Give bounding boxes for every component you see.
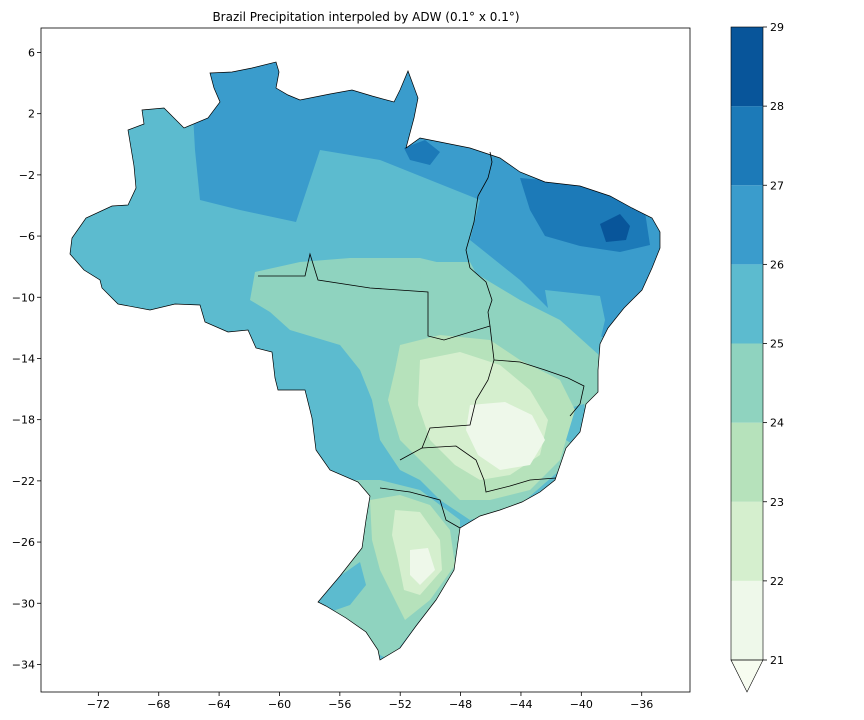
region-north-east-coast (404, 140, 650, 252)
border-minas-gerais (421, 445, 557, 493)
y-tick-label: −18 (12, 414, 35, 427)
y-tick-label: −34 (12, 658, 35, 671)
y-tick-label: −26 (12, 536, 35, 549)
colorbar-tick-label: 29 (770, 21, 784, 34)
y-axis: 6 2 −2 −6 −10 −14 −18 −22 −26 −30 −34 (12, 46, 41, 671)
colorbar-tick-label: 24 (770, 417, 784, 430)
colorbar-segment (731, 185, 763, 265)
colorbar-tick-label: 23 (770, 496, 784, 509)
region-south-east-highlands-21 (466, 402, 545, 470)
colorbar: 21 22 23 24 25 26 27 28 29 (730, 21, 784, 693)
colorbar-tick-label: 21 (770, 654, 784, 667)
x-tick-label: −72 (87, 698, 110, 711)
state-borders (258, 151, 585, 529)
region-south-west-coast (316, 562, 366, 612)
colorbar-segment (731, 580, 763, 660)
y-tick-label: −22 (12, 475, 35, 488)
x-tick-label: −64 (207, 698, 230, 711)
colorbar-segment (731, 264, 763, 344)
region-south-inner-21 (410, 548, 435, 585)
colorbar-tick-label: 25 (770, 338, 784, 351)
colorbar-segment (731, 106, 763, 186)
x-tick-label: −40 (570, 698, 593, 711)
region-north-east-inland (545, 290, 605, 350)
x-tick-label: −60 (268, 698, 291, 711)
y-tick-label: −10 (12, 291, 35, 304)
border-north-east (465, 151, 493, 269)
border-goias (399, 325, 495, 461)
x-axis: −72 −68 −64 −60 −56 −52 −48 −44 −40 −36 (87, 692, 653, 711)
colorbar-tick-label: 22 (770, 575, 784, 588)
y-tick-label: −14 (12, 352, 35, 365)
colorbar-tick-label: 27 (770, 179, 784, 192)
colorbar-segment (731, 422, 763, 502)
region-north-patch-24 (420, 262, 490, 330)
colorbar-segments (731, 27, 763, 660)
colorbar-segment (731, 501, 763, 581)
y-tick-label: −30 (12, 597, 35, 610)
y-tick-label: 6 (28, 46, 35, 59)
colorbar-tick-label: 26 (770, 258, 784, 271)
y-tick-label: −6 (19, 230, 35, 243)
x-tick-label: −44 (509, 698, 532, 711)
colorbar-segment (731, 27, 763, 107)
x-tick-label: −68 (147, 698, 170, 711)
x-tick-label: −52 (389, 698, 412, 711)
x-tick-label: −36 (630, 698, 653, 711)
border-mato-grosso (258, 252, 493, 341)
border-tocantins-bahia (493, 359, 585, 417)
region-north-central-band (190, 62, 660, 340)
y-tick-label: −2 (19, 169, 35, 182)
region-north-east-core (600, 214, 630, 242)
x-tick-label: −56 (328, 698, 351, 711)
colorbar-tick-label: 28 (770, 100, 784, 113)
border-parana (379, 487, 461, 529)
x-tick-label: −48 (449, 698, 472, 711)
colorbar-extend-triangle (730, 659, 764, 693)
y-tick-label: 2 (28, 108, 35, 121)
chart-title: Brazil Precipitation interpoled by ADW (… (212, 10, 519, 24)
colorbar-segment (731, 343, 763, 423)
colorbar-ticks: 21 22 23 24 25 26 27 28 29 (763, 21, 784, 667)
